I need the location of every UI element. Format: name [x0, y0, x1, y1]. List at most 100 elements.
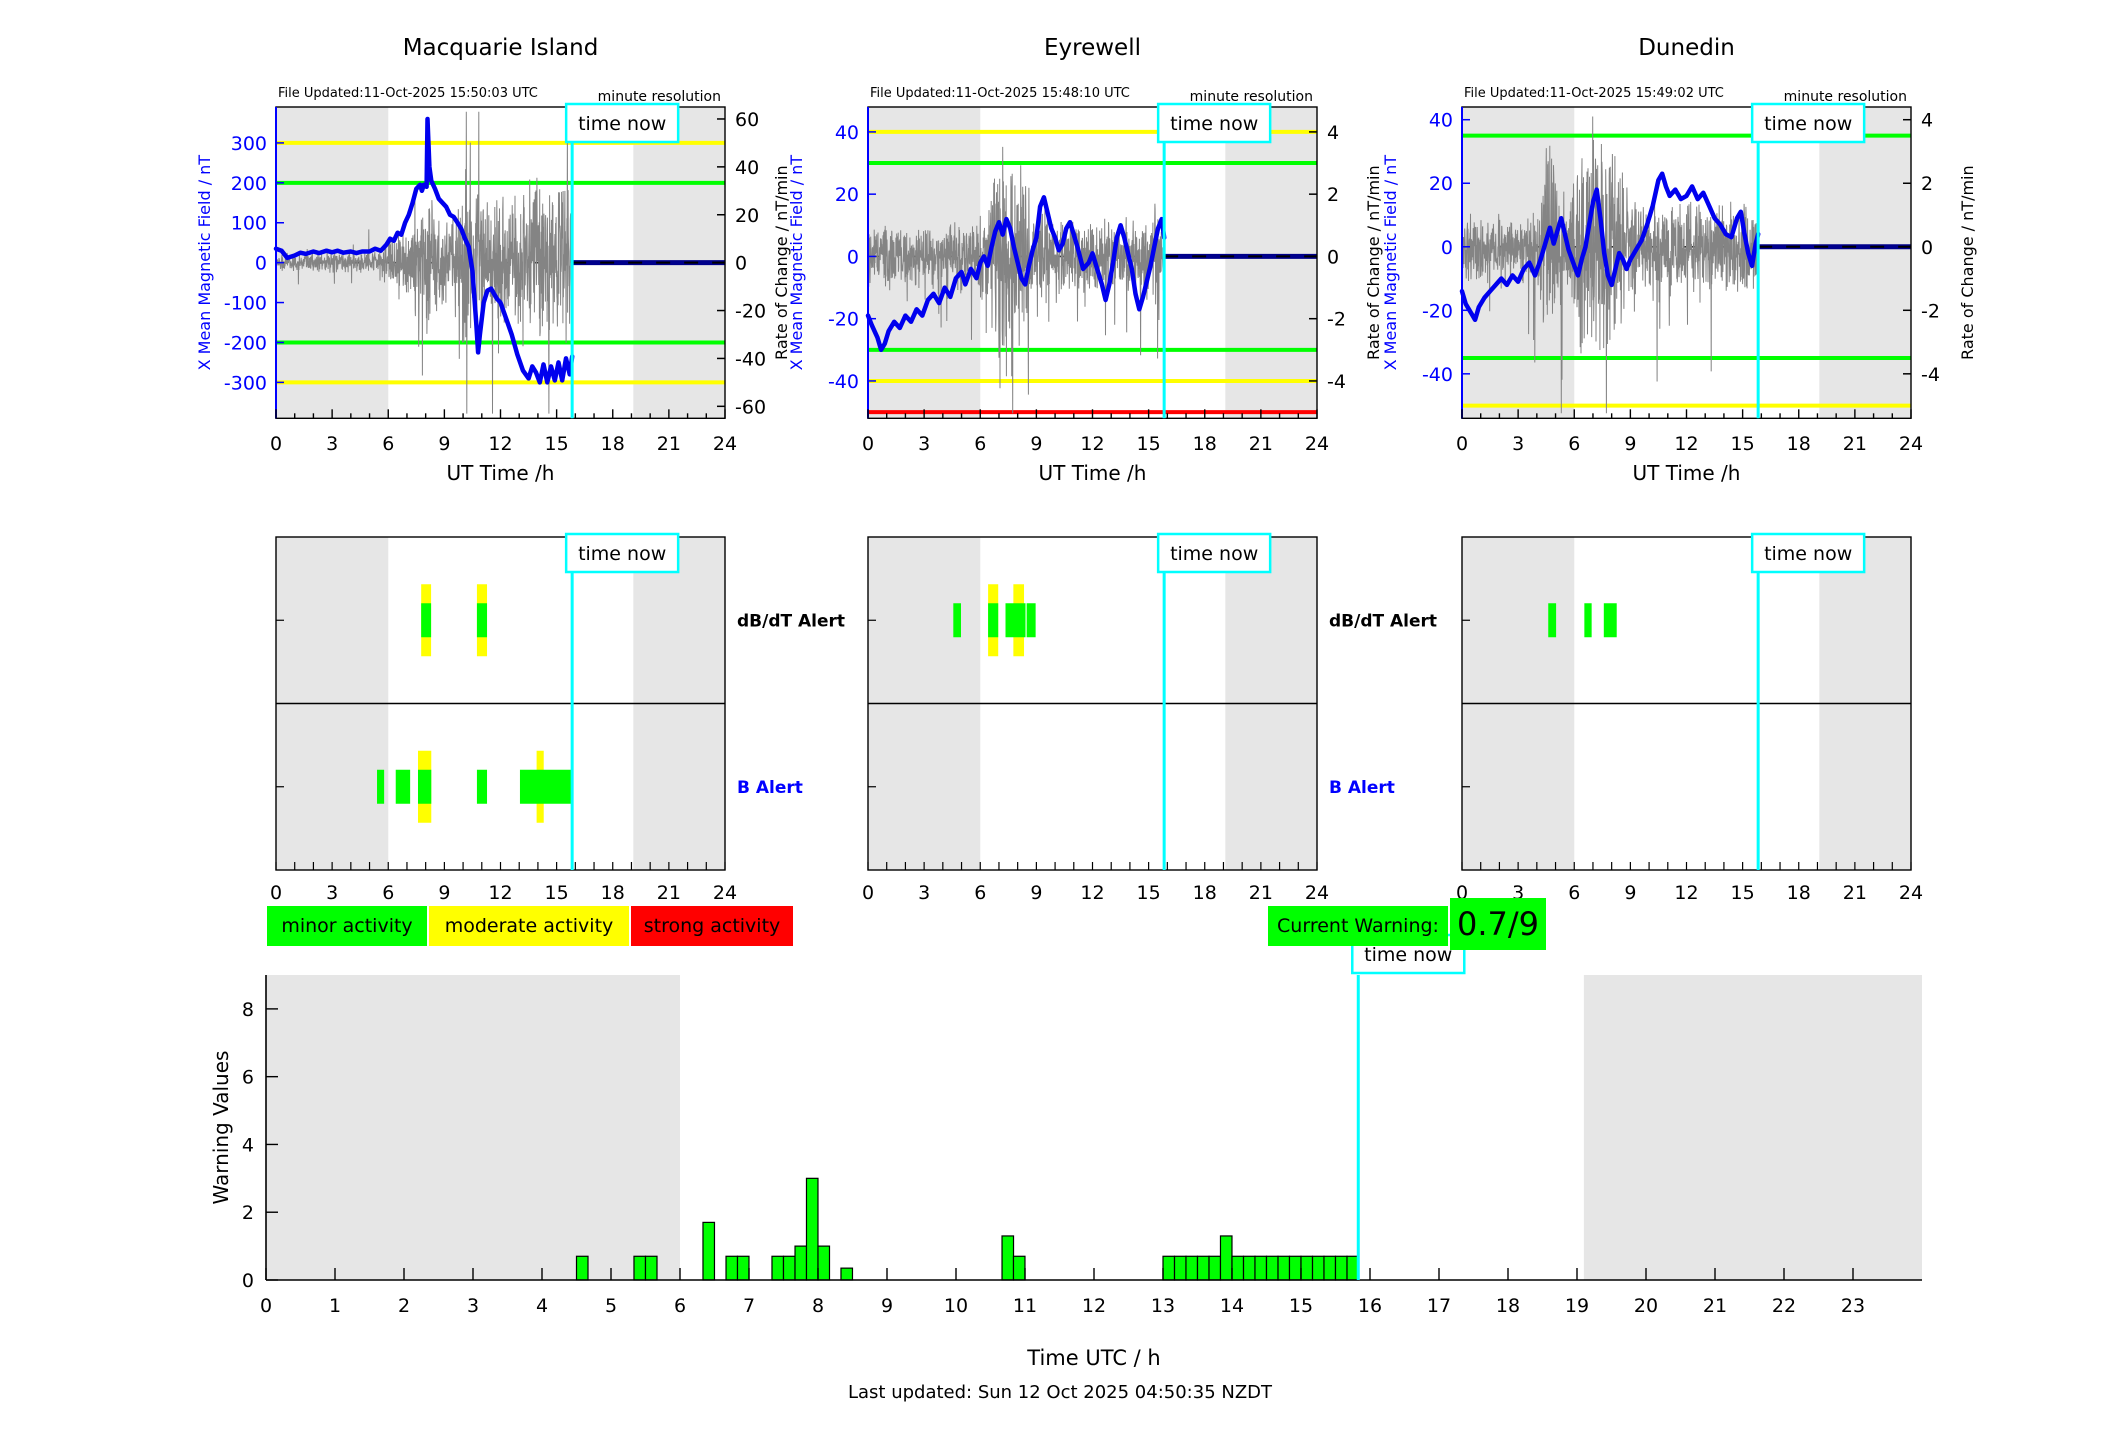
alert-bar-minor — [395, 769, 411, 804]
right-tick-label: -4 — [1921, 364, 1940, 386]
x-tick-label: 15 — [545, 882, 569, 904]
alert-bar-minor — [988, 603, 999, 638]
x-tick-label: 21 — [657, 433, 681, 455]
last-updated-text: Last updated: Sun 12 Oct 2025 04:50:35 N… — [847, 1382, 1273, 1403]
station-column-0: Macquarie Island File Updated:11-Oct-2025… — [195, 35, 845, 904]
x-tick-label: 1 — [329, 1295, 341, 1317]
x-tick-label: 6 — [382, 433, 394, 455]
x-tick-label: 12 — [1674, 433, 1698, 455]
warning-value-bar — [805, 1177, 819, 1281]
alert-bar-minor — [1548, 603, 1557, 638]
right-tick-label: 4 — [1327, 122, 1339, 144]
x-tick-label: 12 — [1080, 882, 1104, 904]
warning-value-bar — [725, 1255, 739, 1281]
x-tick-label: 21 — [1249, 433, 1273, 455]
warning-value-bar — [702, 1221, 716, 1281]
legend-moderate-activity: moderate activity — [429, 906, 629, 946]
left-tick-label: 0 — [255, 253, 267, 275]
station-column-1: Eyrewell File Updated:11-Oct-2025 15:48:1… — [787, 35, 1437, 904]
x-tick-label: 21 — [1843, 433, 1867, 455]
warning-value-bar — [1265, 1255, 1279, 1281]
legend-minor-activity: minor activity — [267, 906, 427, 946]
file-updated-text: File Updated:11-Oct-2025 15:49:02 UTC — [1464, 86, 1724, 101]
time-now-label: time now — [1170, 543, 1258, 565]
right-tick-label: 0 — [735, 253, 747, 275]
station-title: Eyrewell — [1044, 35, 1141, 61]
time-now-label: time now — [578, 543, 666, 565]
warning-value-bar — [817, 1245, 831, 1281]
right-tick-label: -4 — [1327, 371, 1346, 393]
left-tick-label: -200 — [224, 332, 267, 354]
x-tick-label: 22 — [1772, 1295, 1796, 1317]
left-tick-label: -100 — [224, 293, 267, 315]
alert-bar-minor — [377, 769, 385, 804]
x-tick-label: 5 — [605, 1295, 617, 1317]
x-tick-label: 9 — [438, 882, 450, 904]
warning-value-bar — [1196, 1255, 1210, 1281]
right-tick-label: 40 — [735, 157, 759, 179]
time-now-label: time now — [1170, 113, 1258, 135]
file-updated-text: File Updated:11-Oct-2025 15:48:10 UTC — [870, 86, 1130, 101]
y-tick-label: 8 — [242, 999, 254, 1021]
warning-value-bar — [1231, 1255, 1245, 1281]
left-axis-title: X Mean Magnetic Field / nT — [787, 155, 806, 371]
x-tick-label: 18 — [1496, 1295, 1520, 1317]
x-tick-label: 0 — [270, 882, 282, 904]
x-tick-label: 18 — [1193, 882, 1217, 904]
warning-value-bar — [1185, 1255, 1199, 1281]
x-tick-label: 15 — [1137, 433, 1161, 455]
x-tick-label: 15 — [1289, 1295, 1313, 1317]
x-tick-label: 6 — [382, 882, 394, 904]
x-tick-label: 18 — [601, 433, 625, 455]
right-tick-label: -20 — [735, 301, 766, 323]
warning-value-bar — [782, 1255, 796, 1281]
x-tick-label: 15 — [1137, 882, 1161, 904]
y-tick-label: 6 — [242, 1067, 254, 1089]
right-tick-label: 60 — [735, 109, 759, 131]
left-tick-label: -20 — [828, 309, 859, 331]
legend-strong-activity: strong activity — [631, 906, 793, 946]
warning-value-bar — [1208, 1255, 1222, 1281]
x-tick-label: 3 — [1512, 433, 1524, 455]
mean-field-line — [273, 116, 575, 385]
x-tick-label: 15 — [1731, 433, 1755, 455]
left-tick-label: 0 — [1441, 237, 1453, 259]
x-tick-label: 15 — [1731, 882, 1755, 904]
x-tick-label: 0 — [862, 882, 874, 904]
current-warning-value-box: 0.7/9 — [1450, 898, 1546, 950]
legend-strong-label: strong activity — [643, 915, 781, 937]
night-shade-region — [266, 975, 680, 1280]
warning-value-bar — [1012, 1255, 1026, 1281]
dbdt-alert-row-label: dB/dT Alert — [737, 611, 845, 631]
y-tick-label: 4 — [242, 1134, 254, 1156]
warning-value-bar — [633, 1255, 647, 1281]
y-tick-label: 2 — [242, 1202, 254, 1224]
left-tick-label: 200 — [231, 173, 267, 195]
x-tick-label: 24 — [1305, 433, 1329, 455]
alert-panel-0: 0 3 6 9 12 15 18 21 24 dB/dT Alert B Alert time now — [270, 532, 845, 904]
time-now-box — [1156, 102, 1272, 144]
minute-resolution-label: minute resolution — [1190, 89, 1313, 105]
current-warning-label: Current Warning: — [1277, 915, 1439, 937]
x-tick-label: 20 — [1634, 1295, 1658, 1317]
x-tick-label: 9 — [1624, 433, 1636, 455]
x-tick-label: 18 — [601, 882, 625, 904]
x-tick-label: 19 — [1565, 1295, 1589, 1317]
dbdt-alert-row-label: dB/dT Alert — [1329, 611, 1437, 631]
left-tick-label: 100 — [231, 213, 267, 235]
rate-of-change-trace — [1461, 116, 1759, 414]
x-tick-label: 21 — [657, 882, 681, 904]
right-tick-label: 20 — [735, 205, 759, 227]
alert-bar-minor — [953, 603, 961, 638]
right-tick-label: -2 — [1921, 300, 1940, 322]
current-warning-label-box: Current Warning: — [1268, 906, 1448, 946]
time-now-label: time now — [1764, 543, 1852, 565]
x-tick-label: 10 — [944, 1295, 968, 1317]
x-tick-label: 12 — [488, 882, 512, 904]
x-tick-label: 8 — [812, 1295, 824, 1317]
warning-value-bar — [1311, 1255, 1325, 1281]
alert-bar-minor — [476, 769, 488, 804]
